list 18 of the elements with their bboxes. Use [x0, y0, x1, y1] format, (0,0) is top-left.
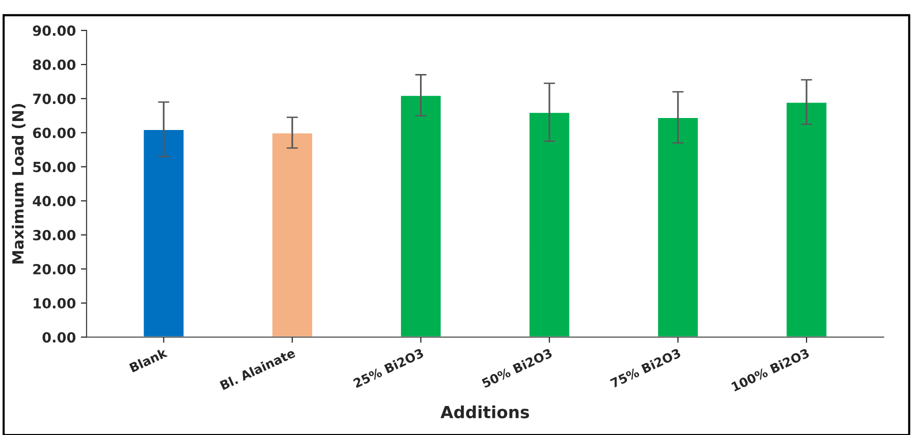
- y-tick-label: 50.00: [33, 162, 76, 172]
- y-tick-label: 80.00: [33, 59, 76, 70]
- bar: [400, 94, 442, 338]
- y-tick-label: 20.00: [33, 264, 76, 274]
- x-axis-title: Additions: [440, 405, 530, 418]
- y-tick-label: 60.00: [33, 128, 76, 138]
- y-tick-label: 0.00: [42, 332, 76, 343]
- y-axis-title: Maximum Load (N): [12, 104, 26, 264]
- bar: [142, 128, 185, 338]
- y-tick-label: 70.00: [33, 94, 76, 104]
- y-tick-label: 10.00: [34, 298, 76, 309]
- bar: [270, 132, 314, 338]
- bar: [785, 101, 828, 338]
- y-tick-label: 30.00: [33, 230, 76, 240]
- y-tick-label: 90.00: [32, 25, 76, 36]
- y-tick-label: 40.00: [32, 196, 76, 206]
- bar: [528, 112, 571, 338]
- bar: [656, 116, 700, 338]
